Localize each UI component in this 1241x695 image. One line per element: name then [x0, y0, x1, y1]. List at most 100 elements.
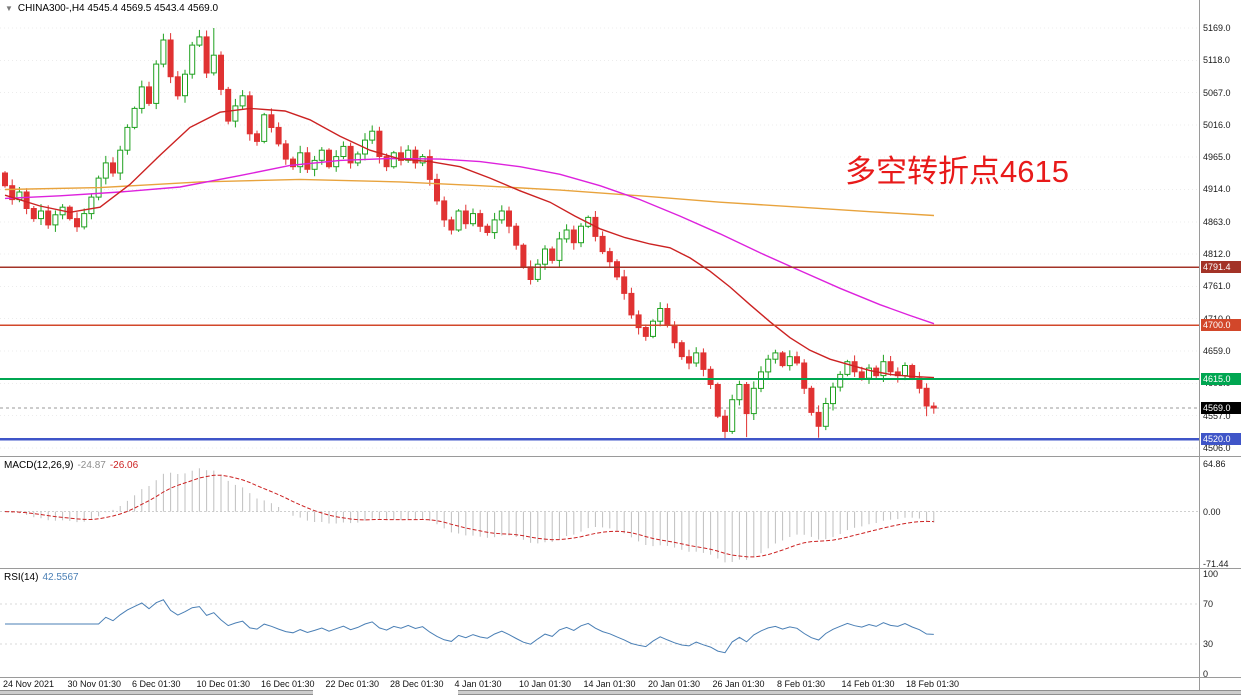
macd-axis-label: 64.86	[1203, 459, 1226, 469]
candle-up	[765, 358, 772, 373]
candle-up	[750, 387, 757, 415]
candle-up	[470, 213, 476, 225]
level-price-tag-4520.0: 4520.0	[1201, 433, 1241, 445]
scroll-strip-segment[interactable]	[458, 690, 1241, 695]
candle-down	[23, 191, 30, 209]
price-tick-label: 5169.0	[1203, 22, 1231, 33]
macd-panel[interactable]: MACD(12,26,9) -24.87 -26.06	[0, 458, 1199, 568]
candle-up	[758, 371, 764, 389]
candlestick-chart[interactable]	[0, 0, 1199, 456]
candle-down	[858, 371, 865, 379]
candle-up	[81, 213, 88, 228]
macd-signal-line	[4, 474, 934, 558]
candle-down	[412, 149, 419, 164]
candle-up	[318, 149, 325, 161]
macd-main-value: -24.87	[77, 460, 106, 471]
candle-down	[441, 200, 448, 221]
candle-down	[146, 86, 152, 104]
candle-up	[837, 373, 844, 388]
candle-down	[30, 208, 37, 220]
symbol-timeframe: CHINA300-,H4	[17, 3, 85, 14]
candle-down	[174, 76, 181, 97]
rsi-chart	[0, 599, 1199, 654]
collapse-arrow-icon[interactable]: ▼	[5, 4, 13, 13]
candle-up	[369, 130, 376, 141]
main-chart-panel[interactable]: ▼ CHINA300-,H4 4545.4 4569.5 4543.4 4569.…	[0, 0, 1199, 456]
macd-axis-label: 0.00	[1203, 506, 1221, 517]
candle-down	[2, 172, 8, 187]
time-axis-label: 16 Dec 01:30	[261, 679, 315, 689]
candle-down	[527, 266, 534, 280]
candle-down	[383, 156, 390, 168]
candle-down	[743, 384, 750, 415]
time-axis-label: 10 Dec 01:30	[196, 679, 251, 689]
candle-down	[254, 133, 260, 142]
time-axis-label: 24 Nov 2021	[3, 679, 55, 689]
candle-up	[822, 403, 829, 427]
candle-up	[844, 361, 851, 375]
rsi-axis-label: 30	[1203, 639, 1214, 649]
price-tick-label: 5067.0	[1203, 87, 1231, 98]
candle-up	[297, 152, 304, 168]
candle-down	[225, 88, 232, 122]
candle-up	[693, 352, 700, 364]
candle-up	[542, 248, 548, 265]
candle-up	[556, 238, 563, 261]
candle-up	[232, 105, 239, 122]
ma-line-slow	[4, 178, 935, 217]
candle-down	[887, 361, 894, 373]
candle-up	[117, 149, 124, 174]
candle-up	[354, 153, 361, 164]
time-axis-label: 10 Jan 01:30	[519, 679, 572, 689]
candle-up	[772, 352, 779, 360]
candle-down	[614, 261, 620, 278]
macd-chart	[0, 468, 1199, 563]
candle-down	[923, 387, 930, 407]
rsi-panel[interactable]: RSI(14) 42.5567	[0, 570, 1199, 677]
rsi-axis-label: 100	[1203, 569, 1219, 579]
candle-down	[203, 36, 210, 74]
price-tick-label: 4710.0	[1203, 314, 1231, 324]
candle-down	[678, 342, 685, 358]
candle-down	[570, 229, 577, 244]
current-price-tag: 4569.0	[1201, 401, 1241, 414]
price-tick-label: 4863.0	[1203, 216, 1231, 227]
level-price-tag-4700.0: 4700.0	[1201, 319, 1241, 332]
ohlc-readout: 4545.4 4569.5 4543.4 4569.0	[87, 3, 219, 14]
candle-up	[563, 229, 570, 240]
candle-down	[434, 178, 440, 202]
candle-up	[153, 63, 160, 104]
candle-up	[491, 219, 498, 234]
time-axis-label: 14 Feb 01:30	[841, 679, 895, 689]
time-axis-label: 30 Nov 01:30	[67, 679, 122, 689]
candle-down	[484, 225, 491, 233]
candle-up	[38, 210, 44, 220]
price-tick-label: 5016.0	[1203, 119, 1231, 130]
panel-separator[interactable]	[0, 568, 1241, 569]
rsi-label: RSI(14) 42.5567	[4, 572, 79, 583]
price-tick-label: 4659.0	[1203, 345, 1231, 356]
candle-up	[160, 39, 167, 65]
time-axis-label: 18 Feb 01:30	[906, 679, 960, 689]
price-axis[interactable]: 5169.0 5118.0 5067.0 5016.0 4965.0 4914.0 4863…	[1199, 0, 1241, 695]
candle-down	[779, 352, 786, 367]
candle-up	[729, 399, 736, 432]
scroll-strip-segment[interactable]	[0, 690, 313, 695]
candle-down	[74, 218, 80, 228]
time-axis[interactable]: 24 Nov 2021 30 Nov 01:30 6 Dec 01:30 10 Dec…	[0, 678, 1199, 691]
panel-separator[interactable]	[0, 456, 1241, 457]
price-tick-label: 5118.0	[1203, 55, 1230, 66]
time-axis-label: 6 Dec 01:30	[132, 679, 181, 689]
candle-down	[167, 39, 174, 78]
candle-down	[621, 276, 628, 294]
candle-down	[282, 143, 289, 160]
candle-up	[189, 44, 196, 75]
candle-up	[830, 386, 836, 405]
candle-down	[304, 152, 311, 170]
annotation-text[interactable]: 多空转折点4615	[845, 154, 1069, 189]
candle-down	[794, 356, 800, 364]
candle-down	[376, 130, 383, 157]
candle-up	[261, 114, 268, 142]
candle-up	[138, 86, 145, 109]
candle-down	[700, 352, 707, 370]
